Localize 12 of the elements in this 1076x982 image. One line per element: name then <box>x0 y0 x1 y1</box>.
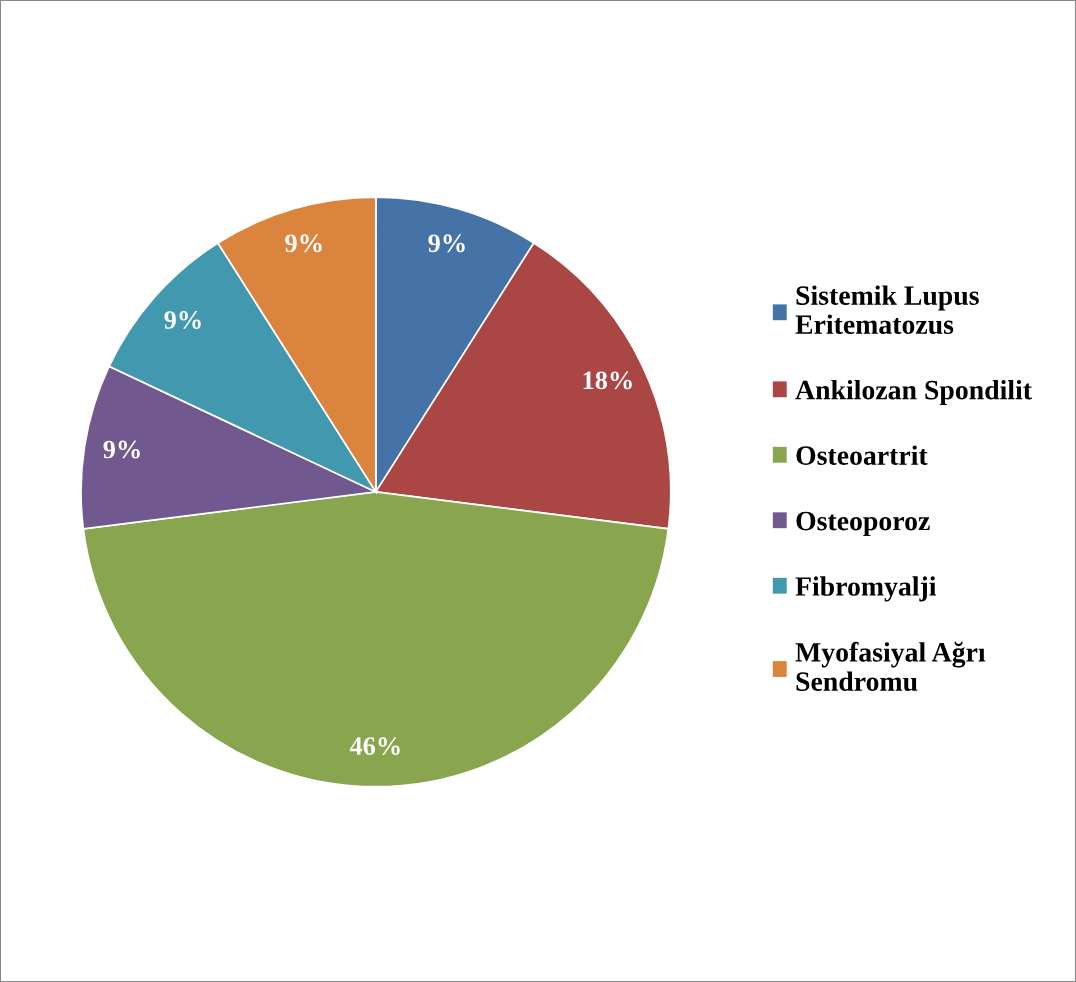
data-label: 9% <box>285 234 322 253</box>
legend-label: Fibromyalji <box>795 576 937 602</box>
data-label: 9% <box>103 440 140 459</box>
data-label: 9% <box>164 311 201 329</box>
legend-label: Osteoartrit <box>796 445 928 465</box>
legend-label: Ankilozan Spondilit <box>795 379 1032 406</box>
data-label: 9% <box>428 234 465 253</box>
data-label: 46% <box>349 737 400 756</box>
data-label: 18% <box>583 371 632 390</box>
legend-label: Osteoporoz <box>796 511 930 537</box>
legend-label: Sistemik Lupus Eritematozus <box>795 285 979 335</box>
legend-label: Myofasiyal Ağrı Sendromu <box>795 641 986 692</box>
